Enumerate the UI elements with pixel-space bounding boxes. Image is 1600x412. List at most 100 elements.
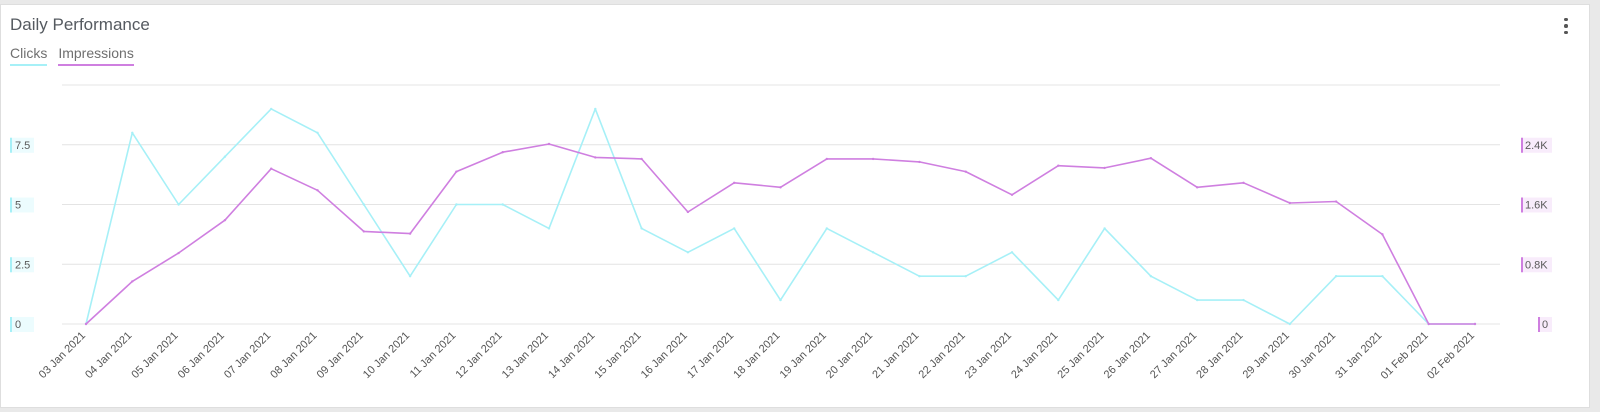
data-point-clicks [1289,323,1291,325]
x-tick-label: 10 Jan 2021 [361,330,412,381]
data-point-clicks [687,251,689,253]
data-point-impressions [826,158,828,160]
data-point-impressions [1150,157,1152,159]
x-tick-label: 07 Jan 2021 [222,330,273,381]
data-point-clicks [1057,299,1059,301]
data-point-impressions [779,186,781,188]
data-point-impressions [733,182,735,184]
x-tick-label: 28 Jan 2021 [1194,330,1245,381]
x-tick-label: 26 Jan 2021 [1102,330,1153,381]
data-point-clicks [640,227,642,229]
series-line-impressions [86,144,1475,324]
data-point-clicks [965,275,967,277]
data-point-impressions [1011,194,1013,196]
data-point-clicks [363,203,365,205]
y-tick-label-right: 2.4K [1525,140,1548,152]
x-tick-label: 27 Jan 2021 [1148,330,1199,381]
data-point-impressions [270,167,272,169]
data-point-impressions [363,230,365,232]
data-point-impressions [1335,200,1337,202]
x-tick-label: 06 Jan 2021 [176,330,227,381]
data-point-impressions [1474,323,1476,325]
data-point-impressions [224,219,226,221]
y-tick-label-left: 2.5 [15,259,30,271]
data-point-clicks [1335,275,1337,277]
data-point-impressions [687,211,689,213]
data-point-impressions [918,161,920,163]
x-tick-label: 03 Jan 2021 [37,330,88,381]
series-line-clicks [86,109,1475,324]
data-point-clicks [918,275,920,277]
y-tick-label-left: 5 [15,200,21,212]
data-point-impressions [455,170,457,172]
y-tick-bg-left [10,317,34,332]
x-tick-label: 05 Jan 2021 [129,330,180,381]
data-point-impressions [85,323,87,325]
data-point-impressions [1057,164,1059,166]
data-point-impressions [1196,186,1198,188]
data-point-impressions [872,158,874,160]
x-tick-label: 16 Jan 2021 [639,330,690,381]
y-tick-label-right: 1.6K [1525,200,1548,212]
data-point-clicks [594,108,596,110]
data-point-clicks [1103,227,1105,229]
x-tick-label: 09 Jan 2021 [315,330,366,381]
data-point-impressions [502,151,504,153]
data-point-impressions [1381,233,1383,235]
data-point-impressions [177,252,179,254]
data-point-impressions [1428,323,1430,325]
x-tick-label: 30 Jan 2021 [1287,330,1338,381]
x-tick-label: 15 Jan 2021 [592,330,643,381]
x-tick-label: 18 Jan 2021 [731,330,782,381]
data-point-clicks [1242,299,1244,301]
data-point-impressions [131,280,133,282]
x-tick-label: 13 Jan 2021 [500,330,551,381]
data-point-clicks [131,132,133,134]
data-point-clicks [872,251,874,253]
x-tick-label: 14 Jan 2021 [546,330,597,381]
data-point-clicks [177,203,179,205]
data-point-clicks [1196,299,1198,301]
x-tick-label: 24 Jan 2021 [1009,330,1060,381]
y-tick-label-right: 0 [1542,319,1548,331]
x-tick-label: 04 Jan 2021 [83,330,134,381]
data-point-impressions [1103,167,1105,169]
x-tick-label: 12 Jan 2021 [454,330,505,381]
x-tick-label: 29 Jan 2021 [1241,330,1292,381]
data-point-impressions [316,189,318,191]
data-point-clicks [224,156,226,158]
x-tick-label: 25 Jan 2021 [1055,330,1106,381]
x-tick-label: 22 Jan 2021 [917,330,968,381]
data-point-impressions [1242,182,1244,184]
y-tick-label-right: 0.8K [1525,259,1548,271]
data-point-clicks [409,275,411,277]
x-tick-label: 19 Jan 2021 [778,330,829,381]
data-point-clicks [1011,251,1013,253]
data-point-clicks [548,227,550,229]
data-point-impressions [1289,202,1291,204]
data-point-clicks [826,227,828,229]
x-tick-label: 01 Feb 2021 [1379,330,1431,382]
data-point-impressions [640,158,642,160]
data-point-impressions [409,232,411,234]
data-point-impressions [548,143,550,145]
x-tick-label: 02 Feb 2021 [1425,330,1477,382]
x-tick-label: 23 Jan 2021 [963,330,1014,381]
data-point-impressions [965,170,967,172]
x-tick-label: 31 Jan 2021 [1333,330,1384,381]
x-tick-label: 20 Jan 2021 [824,330,875,381]
data-point-clicks [779,299,781,301]
y-tick-bg-left [10,198,34,213]
x-tick-label: 08 Jan 2021 [268,330,319,381]
data-point-clicks [1381,275,1383,277]
data-point-clicks [316,132,318,134]
data-point-impressions [594,156,596,158]
y-tick-label-left: 7.5 [15,140,30,152]
data-point-clicks [270,108,272,110]
data-point-clicks [502,203,504,205]
data-point-clicks [733,227,735,229]
x-tick-label: 17 Jan 2021 [685,330,736,381]
x-tick-label: 21 Jan 2021 [870,330,921,381]
data-point-clicks [1150,275,1152,277]
